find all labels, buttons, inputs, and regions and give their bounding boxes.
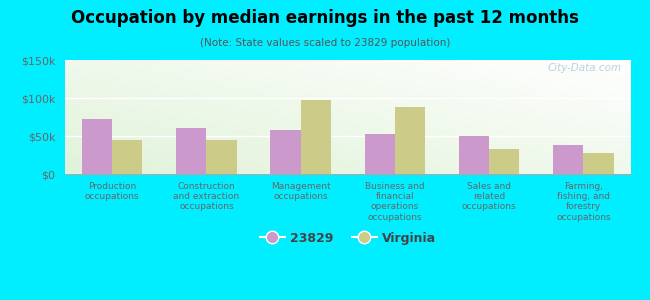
Bar (553, 145, 584, 174)
Bar (489, 149, 519, 174)
Text: Occupation by median earnings in the past 12 months: Occupation by median earnings in the pas… (71, 9, 579, 27)
Bar (82, 119, 112, 174)
Bar (176, 128, 206, 174)
Bar (270, 130, 300, 174)
Bar (395, 107, 425, 174)
Bar (300, 100, 331, 174)
Bar (584, 153, 614, 174)
Legend: 23829, Virginia: 23829, Virginia (255, 227, 441, 250)
Text: (Note: State values scaled to 23829 population): (Note: State values scaled to 23829 popu… (200, 38, 450, 47)
Bar (459, 136, 489, 174)
Bar (365, 134, 395, 174)
Bar (112, 140, 142, 174)
Text: City-Data.com: City-Data.com (548, 63, 622, 74)
Bar (207, 140, 237, 174)
